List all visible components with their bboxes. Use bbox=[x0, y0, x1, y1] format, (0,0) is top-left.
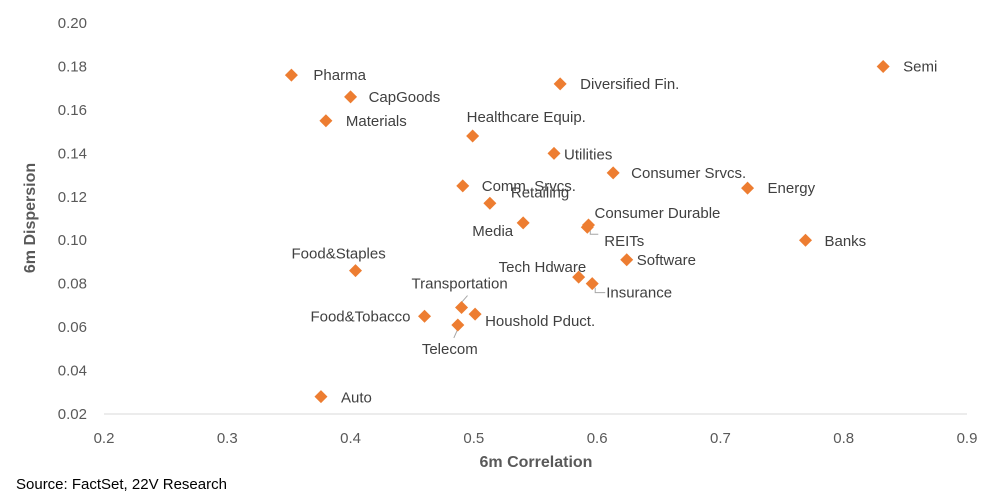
data-point-marker bbox=[585, 277, 599, 291]
y-tick-label: 0.14 bbox=[58, 145, 87, 162]
data-point-marker bbox=[553, 77, 567, 91]
data-point-label: Tech Hdware bbox=[499, 259, 587, 276]
data-point-marker bbox=[455, 301, 469, 315]
data-point-label: Transportation bbox=[412, 276, 508, 293]
data-point-marker bbox=[468, 307, 482, 321]
data-point-label: CapGoods bbox=[369, 89, 441, 106]
data-point-marker bbox=[466, 129, 480, 143]
data-point-label: Houshold Pduct. bbox=[485, 313, 595, 330]
data-point-label: Consumer Durable bbox=[595, 205, 721, 222]
data-point-marker bbox=[798, 233, 812, 247]
x-tick-label: 0.4 bbox=[340, 430, 361, 447]
data-point-label: Utilities bbox=[564, 146, 612, 163]
y-tick-label: 0.06 bbox=[58, 319, 87, 336]
x-tick-label: 0.2 bbox=[94, 430, 115, 447]
data-point-label: Comm. Srvcs. bbox=[482, 178, 576, 195]
data-point-marker bbox=[741, 181, 755, 195]
data-point-marker bbox=[580, 220, 594, 234]
data-point-marker bbox=[349, 264, 363, 278]
data-point-marker bbox=[572, 270, 586, 284]
y-tick-label: 0.20 bbox=[58, 15, 87, 32]
data-point-label: Banks bbox=[824, 233, 866, 250]
x-tick-label: 0.6 bbox=[587, 430, 608, 447]
data-point-label: Semi bbox=[903, 58, 937, 75]
x-tick-label: 0.7 bbox=[710, 430, 731, 447]
y-tick-label: 0.10 bbox=[58, 232, 87, 249]
x-tick-labels: 0.2 0.3 0.4 0.5 0.6 0.7 0.8 0.9 bbox=[94, 430, 978, 447]
y-tick-labels: 0.20 0.18 0.16 0.14 0.12 0.10 0.08 0.06 0.04 0.02 bbox=[58, 15, 87, 423]
data-point-label: Diversified Fin. bbox=[580, 76, 679, 93]
data-point-label: Auto bbox=[341, 390, 372, 407]
y-tick-label: 0.18 bbox=[58, 58, 87, 75]
x-tick-label: 0.3 bbox=[217, 430, 238, 447]
data-point-label: Energy bbox=[768, 180, 816, 197]
data-point-label: Retailing bbox=[511, 184, 569, 201]
data-point-label: Pharma bbox=[313, 67, 366, 84]
source-note: Source: FactSet, 22V Research bbox=[16, 476, 227, 493]
y-tick-label: 0.02 bbox=[58, 406, 87, 423]
x-tick-label: 0.8 bbox=[833, 430, 854, 447]
leader-line bbox=[589, 230, 599, 235]
scatter-chart: 0.2 0.3 0.4 0.5 0.6 0.7 0.8 0.9 0.20 0.18 0.16 0.1… bbox=[22, 15, 978, 470]
data-point-marker bbox=[620, 253, 634, 267]
data-point-marker bbox=[319, 114, 333, 128]
x-tick-label: 0.9 bbox=[957, 430, 978, 447]
data-point-marker bbox=[314, 390, 328, 404]
leader-line bbox=[594, 287, 606, 294]
data-point-label: Materials bbox=[346, 113, 407, 130]
data-point-marker bbox=[451, 318, 465, 332]
data-point-marker bbox=[284, 68, 298, 82]
data-point-label: Software bbox=[637, 252, 696, 269]
y-tick-label: 0.04 bbox=[58, 363, 87, 380]
data-point-marker bbox=[344, 90, 358, 104]
data-points bbox=[284, 59, 890, 404]
data-point-marker bbox=[606, 166, 620, 180]
data-point-marker bbox=[516, 216, 530, 230]
data-point-marker bbox=[456, 179, 470, 193]
y-tick-label: 0.08 bbox=[58, 276, 87, 293]
data-point-marker bbox=[483, 196, 497, 210]
y-axis-title: 6m Dispersion bbox=[22, 163, 39, 273]
data-point-marker bbox=[418, 309, 432, 323]
data-point-label: Telecom bbox=[422, 341, 478, 358]
data-point-marker bbox=[547, 146, 561, 160]
data-point-label: Healthcare Equip. bbox=[467, 109, 586, 126]
x-tick-label: 0.5 bbox=[463, 430, 484, 447]
data-point-label: Food&Tobacco bbox=[310, 308, 410, 325]
y-tick-label: 0.12 bbox=[58, 189, 87, 206]
y-tick-label: 0.16 bbox=[58, 102, 87, 119]
data-point-label: REITs bbox=[604, 233, 644, 250]
data-point-label: Insurance bbox=[606, 285, 672, 302]
data-point-label: Consumer Srvcs. bbox=[631, 165, 746, 182]
data-point-marker bbox=[876, 59, 890, 73]
data-point-label: Food&Staples bbox=[292, 246, 386, 263]
x-axis-title: 6m Correlation bbox=[480, 454, 593, 470]
data-point-label: Media bbox=[472, 223, 514, 240]
